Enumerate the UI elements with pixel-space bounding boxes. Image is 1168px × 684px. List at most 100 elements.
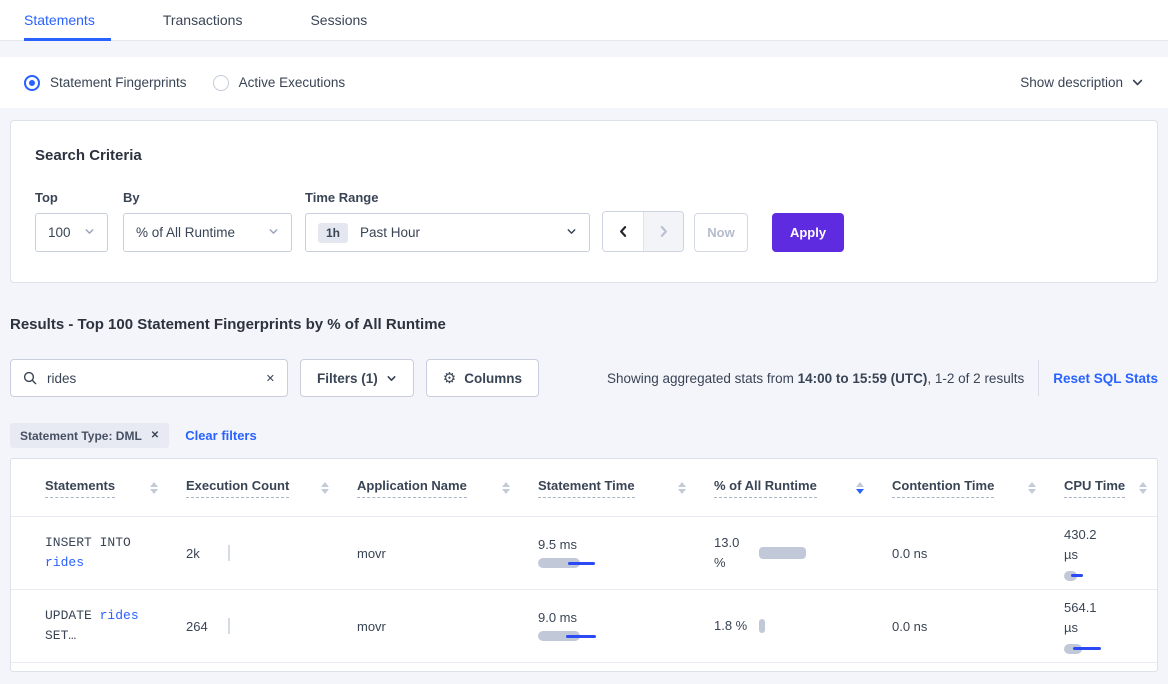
statements-table: Statements Execution Count Application N… (10, 458, 1158, 672)
column-header-execution-count[interactable]: Execution Count (186, 478, 290, 498)
clear-filters-link[interactable]: Clear filters (185, 428, 257, 443)
table-row: UPDATE rides SET… 264 movr 9.0 ms 1.8 % … (11, 589, 1157, 662)
gear-icon: ⚙ (442, 370, 457, 387)
sort-icon-active-desc[interactable] (856, 481, 864, 494)
time-range-value: Past Hour (360, 225, 421, 240)
results-heading: Results - Top 100 Statement Fingerprints… (10, 316, 446, 333)
column-header-cpu-time[interactable]: CPU Time (1064, 478, 1126, 498)
statement-link[interactable]: rides (99, 608, 139, 623)
chevron-down-icon (84, 225, 95, 240)
sort-icon[interactable] (321, 481, 329, 494)
reset-sql-stats-link[interactable]: Reset SQL Stats (1053, 370, 1158, 386)
search-input[interactable] (47, 370, 266, 386)
sort-icon[interactable] (502, 481, 510, 494)
view-toggle-row: Statement Fingerprints Active Executions… (0, 57, 1168, 108)
execution-count-bar (228, 545, 230, 561)
aggregated-stats-text: Showing aggregated stats from 14:00 to 1… (607, 371, 1024, 386)
table-row: INSERT INTO rides 2k movr 9.5 ms 13.0 % … (11, 516, 1157, 589)
filter-chip-label: Statement Type: DML (20, 428, 142, 443)
chevron-left-icon (619, 226, 626, 237)
filters-button[interactable]: Filters (1) (300, 359, 414, 397)
statement-time-value: 9.5 ms (538, 537, 578, 552)
top-label: Top (35, 190, 58, 205)
time-range-select[interactable]: 1h Past Hour (305, 213, 590, 252)
pct-runtime-value: 1.8 % (714, 618, 748, 633)
radio-selected-icon (24, 74, 40, 91)
sort-icon[interactable] (678, 481, 686, 494)
pct-runtime-bar (759, 619, 765, 633)
by-select-value: % of All Runtime (136, 225, 236, 240)
statement-text: INSERT INTO (45, 535, 131, 550)
cpu-time-bar (1064, 570, 1144, 582)
execution-count-value: 264 (186, 618, 208, 634)
search-criteria-title: Search Criteria (35, 147, 142, 164)
tab-statements[interactable]: Statements (24, 2, 111, 41)
statement-link[interactable]: rides (45, 555, 85, 570)
cpu-time-bar (1064, 643, 1144, 655)
columns-button[interactable]: ⚙ Columns (425, 359, 539, 397)
pct-runtime-cell: 13.0 % (714, 517, 892, 589)
cpu-time-value: 564.1 µs (1064, 599, 1097, 635)
time-range-next-button[interactable] (643, 212, 683, 251)
execution-count-cell: 2k (186, 517, 357, 589)
apply-button[interactable]: Apply (772, 213, 844, 252)
table-header-row: Statements Execution Count Application N… (11, 459, 1157, 516)
statement-cell: INSERT INTO rides (45, 533, 186, 573)
table-footer-spacer (11, 662, 1157, 671)
stats-suffix: , 1-2 of 2 results (927, 370, 1025, 386)
statement-time-bar (538, 630, 618, 642)
radio-label: Statement Fingerprints (50, 75, 187, 90)
column-header-contention-time[interactable]: Contention Time (892, 478, 995, 498)
radio-label: Active Executions (238, 75, 346, 90)
application-name-cell: movr (357, 545, 386, 561)
column-header-statements[interactable]: Statements (45, 478, 116, 498)
pct-runtime-value: 13.0 % (714, 535, 740, 570)
column-header-application-name[interactable]: Application Name (357, 478, 467, 498)
chevron-down-icon (268, 225, 279, 240)
tab-sessions[interactable]: Sessions (310, 12, 368, 28)
sort-icon[interactable] (1028, 481, 1036, 494)
statement-time-bar (538, 557, 618, 569)
chevron-down-icon (566, 225, 577, 240)
contention-time-cell: 0.0 ns (892, 618, 928, 634)
contention-time-cell: 0.0 ns (892, 545, 928, 561)
search-box: ✕ (10, 359, 288, 397)
column-header-pct-runtime[interactable]: % of All Runtime (714, 478, 817, 498)
filter-chips-row: Statement Type: DML ✕ Clear filters (10, 423, 1158, 448)
now-button[interactable]: Now (694, 213, 748, 252)
remove-filter-icon[interactable]: ✕ (150, 430, 160, 441)
statement-text: UPDATE (45, 608, 100, 623)
top-select-value: 100 (48, 225, 71, 240)
by-label: By (123, 190, 140, 205)
chevron-right-icon (660, 226, 667, 237)
stats-prefix: Showing aggregated stats from (607, 370, 798, 386)
show-description-label: Show description (1020, 75, 1123, 90)
top-select[interactable]: 100 (35, 213, 108, 252)
radio-statement-fingerprints[interactable]: Statement Fingerprints (24, 74, 187, 91)
statement-time-value: 9.0 ms (538, 610, 578, 625)
chevron-down-icon (1132, 79, 1143, 86)
cpu-time-value: 430.2 µs (1064, 526, 1097, 562)
tab-transactions[interactable]: Transactions (162, 12, 243, 28)
divider (1038, 360, 1040, 396)
pct-runtime-bar (759, 547, 806, 559)
execution-count-bar (228, 618, 230, 634)
column-header-statement-time[interactable]: Statement Time (538, 478, 635, 498)
statement-cell: UPDATE rides SET… (45, 606, 186, 646)
time-range-prev-button[interactable] (603, 212, 643, 251)
statement-text: SET… (45, 628, 77, 643)
radio-active-executions[interactable]: Active Executions (212, 74, 346, 91)
radio-unselected-icon (212, 74, 229, 91)
filters-label: Filters (1) (317, 370, 378, 386)
application-name-cell: movr (357, 618, 386, 634)
sort-icon[interactable] (150, 481, 158, 494)
statement-time-cell: 9.5 ms (538, 537, 714, 569)
columns-label: Columns (464, 370, 522, 386)
execution-count-cell: 264 (186, 590, 357, 662)
top-tab-bar: Statements Transactions Sessions (0, 0, 1168, 41)
clear-search-icon[interactable]: ✕ (265, 372, 275, 385)
show-description-toggle[interactable]: Show description (1020, 75, 1144, 90)
by-select[interactable]: % of All Runtime (123, 213, 292, 252)
time-range-badge: 1h (318, 222, 349, 243)
sort-icon[interactable] (1139, 481, 1147, 494)
